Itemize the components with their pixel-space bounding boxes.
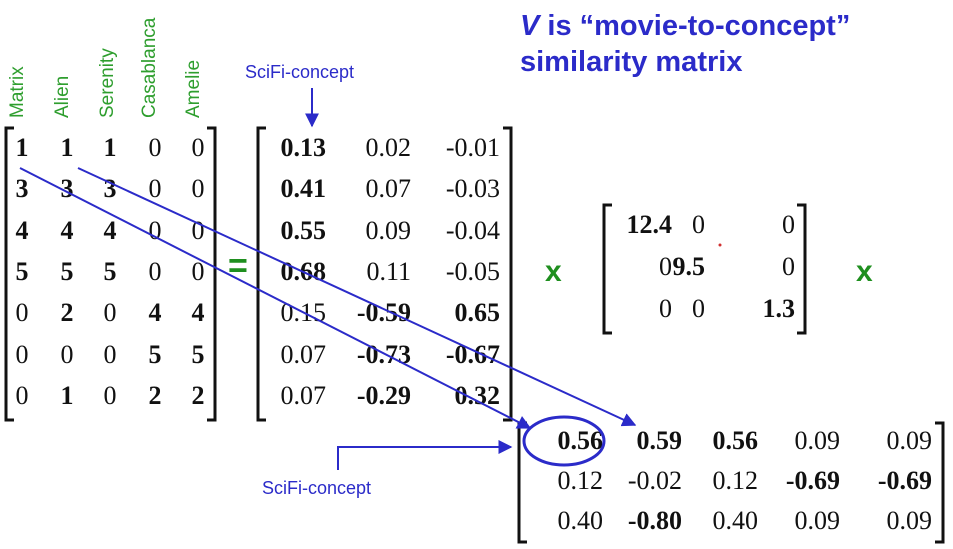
bracket-s-left [602, 203, 612, 335]
a-cell-r3-c1: 4 [15, 215, 29, 245]
multiply-sign-2: x [856, 255, 873, 288]
a-cell-r5-c3: 0 [103, 298, 117, 328]
s-cell-r3-c1: 0 [659, 294, 672, 323]
a-cell-r3-c4: 0 [148, 215, 162, 245]
a-cell-r6-c1: 0 [15, 339, 29, 369]
a-cell-r1-c2: 1 [60, 133, 74, 162]
a-cell-r1-c4: 0 [148, 133, 162, 162]
a-cell-r5-c2: 2 [60, 298, 74, 328]
a-cell-r2-c5: 0 [191, 174, 205, 204]
u-cell-r4-c2: 0.11 [366, 256, 411, 286]
u-cell-r3-c1: 0.55 [280, 215, 327, 245]
a-cell-r3-c2: 4 [60, 215, 74, 245]
arrow-matrix-to-vt [19, 167, 532, 429]
vt-cell-r1-c5: 0.09 [886, 426, 933, 455]
bracket-vt-right [935, 421, 945, 544]
u-cell-r7-c1: 0.07 [280, 380, 327, 410]
multiply-sign-1: x [545, 255, 562, 288]
u-cell-r4-c3: -0.05 [445, 256, 500, 286]
vt-cell-r3-c2: -0.80 [627, 506, 682, 535]
highlight-circle [522, 415, 606, 467]
bracket-a-right [207, 126, 217, 422]
bracket-s-right [797, 203, 807, 335]
u-cell-r2-c1: 0.41 [280, 174, 327, 204]
slide-title: V is “movie-to-concept” similarity matri… [520, 8, 950, 80]
vt-cell-r1-c1: 0.56 [557, 426, 604, 455]
a-cell-r5-c1: 0 [15, 298, 29, 328]
a-cell-r5-c4: 4 [148, 298, 162, 328]
a-cell-r1-c3: 1 [103, 133, 117, 162]
a-cell-r1-c1: 1 [15, 133, 29, 162]
u-cell-r5-c2: -0.59 [356, 298, 411, 328]
s-cell-r2-c1: 0 [659, 252, 672, 281]
s-cell-r2-c3: 0 [782, 252, 795, 281]
arrow-scifi-bottom [337, 440, 513, 470]
s-cell-r1-c2: 0 [692, 210, 705, 239]
u-cell-r5-c3: 0.65 [454, 298, 501, 328]
vt-cell-r2-c4: -0.69 [785, 466, 840, 495]
red-dot [718, 243, 722, 247]
s-cell-r1-c1: 12.4 [626, 210, 673, 239]
vt-cell-r1-c2: 0.59 [636, 426, 683, 455]
vt-cell-r2-c5: -0.69 [877, 466, 932, 495]
a-cell-r4-c5: 0 [191, 256, 205, 286]
a-cell-r7-c1: 0 [15, 380, 29, 410]
a-cell-r1-c5: 0 [191, 133, 205, 162]
a-cell-r6-c4: 5 [148, 339, 162, 369]
bracket-u-left [256, 126, 266, 422]
s-cell-r2-c2: 9.5 [672, 252, 706, 281]
bracket-a-left [4, 126, 14, 422]
vt-cell-r2-c3: 0.12 [712, 466, 759, 495]
a-cell-r7-c4: 2 [148, 380, 162, 410]
a-cell-r6-c5: 5 [191, 339, 205, 369]
vt-cell-r1-c4: 0.09 [794, 426, 841, 455]
a-cell-r4-c1: 5 [15, 256, 29, 286]
a-cell-r4-c3: 5 [103, 256, 117, 286]
vt-cell-r2-c2: -0.02 [627, 466, 682, 495]
vt-cell-r3-c5: 0.09 [886, 506, 933, 535]
s-cell-r1-c3: 0 [782, 210, 795, 239]
u-cell-r2-c3: -0.03 [445, 174, 500, 204]
a-cell-r7-c3: 0 [103, 380, 117, 410]
u-cell-r6-c1: 0.07 [280, 339, 327, 369]
a-cell-r5-c5: 4 [191, 298, 205, 328]
s-cell-r3-c3: 1.3 [762, 294, 796, 323]
a-cell-r6-c3: 0 [103, 339, 117, 369]
a-cell-r4-c4: 0 [148, 256, 162, 286]
title-line2: similarity matrix [520, 46, 743, 78]
u-cell-r3-c2: 0.09 [365, 215, 412, 245]
u-cell-r7-c3: 0.32 [454, 380, 501, 410]
title-line1: is “movie-to-concept” [539, 10, 851, 42]
u-cell-r3-c3: -0.04 [445, 215, 500, 245]
vt-cell-r3-c4: 0.09 [794, 506, 841, 535]
a-cell-r6-c2: 0 [60, 339, 74, 369]
a-cell-r7-c2: 1 [60, 380, 74, 410]
a-cell-r7-c5: 2 [191, 380, 205, 410]
u-cell-r1-c3: -0.01 [445, 133, 500, 162]
u-cell-r2-c2: 0.07 [365, 174, 412, 204]
scifi-concept-label-top: SciFi-concept [245, 62, 355, 82]
arrow-alien-to-vt [77, 167, 637, 427]
s-cell-r3-c2: 0 [692, 294, 705, 323]
vt-cell-r3-c3: 0.40 [712, 506, 759, 535]
a-cell-r3-c3: 4 [103, 215, 117, 245]
scifi-concept-label-bottom: SciFi-concept [262, 478, 372, 498]
vt-cell-r3-c1: 0.40 [557, 506, 604, 535]
u-cell-r1-c2: 0.02 [365, 133, 412, 162]
title-v: V [520, 10, 540, 42]
a-cell-r2-c2: 3 [60, 174, 74, 204]
a-cell-r2-c1: 3 [15, 174, 29, 204]
a-cell-r4-c2: 5 [60, 256, 74, 286]
u-cell-r1-c1: 0.13 [280, 133, 327, 162]
u-cell-r7-c2: -0.29 [356, 380, 411, 410]
u-cell-r6-c3: -0.67 [445, 339, 500, 369]
vt-cell-r2-c1: 0.12 [557, 466, 604, 495]
bracket-u-right [503, 126, 513, 422]
a-cell-r2-c4: 0 [148, 174, 162, 204]
vt-cell-r1-c3: 0.56 [712, 426, 759, 455]
